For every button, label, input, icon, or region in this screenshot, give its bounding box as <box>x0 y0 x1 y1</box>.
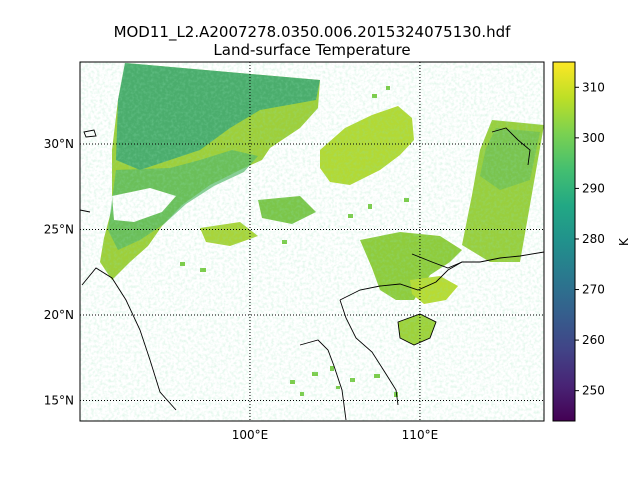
colorbar-tick-label: 250 <box>582 384 605 398</box>
colorbar-tick-label: 300 <box>582 131 605 145</box>
coastlines <box>79 127 545 421</box>
coastline-east-china <box>491 127 531 166</box>
longitude-labels: 100°E 110°E <box>232 428 438 442</box>
lat-tick-label: 25°N <box>44 223 74 237</box>
colorbar-tick-label: 270 <box>582 283 605 297</box>
title-variable: Land-surface Temperature <box>213 41 410 59</box>
lst-swaths <box>80 62 544 421</box>
map-panel <box>79 61 545 422</box>
coastline-vietnam <box>339 299 399 406</box>
colorbar-frame <box>552 61 576 422</box>
title-filename: MOD11_L2.A2007278.0350.006.2015324075130… <box>114 23 512 42</box>
colorbar-gradient <box>553 62 575 421</box>
border-china-south <box>411 253 463 269</box>
lst-texture <box>80 62 544 421</box>
latitude-labels: 30°N 25°N 20°N 15°N <box>44 137 74 407</box>
lon-tick-label: 100°E <box>232 428 269 442</box>
colorbar-tick-label: 310 <box>582 80 605 94</box>
border-laos <box>299 339 347 421</box>
lat-tick-label: 30°N <box>44 137 74 151</box>
colorbar-label: K <box>617 237 631 246</box>
coastline-west-edge <box>79 209 91 213</box>
coastline-west-island <box>83 129 97 138</box>
graticule <box>80 62 544 421</box>
border-myanmar <box>81 267 177 411</box>
colorbar-tick-label: 290 <box>582 181 605 195</box>
colorbar-ticks: 250 260 270 280 290 300 310 <box>575 80 605 398</box>
lat-tick-label: 15°N <box>44 393 74 407</box>
map-frame <box>79 61 545 422</box>
coastline-south-china <box>339 251 545 301</box>
lon-tick-label: 110°E <box>402 428 439 442</box>
colorbar: 250 260 270 280 290 300 310 K <box>552 61 631 422</box>
lat-tick-label: 20°N <box>44 308 74 322</box>
colorbar-tick-label: 280 <box>582 232 605 246</box>
colorbar-tick-label: 260 <box>582 333 605 347</box>
